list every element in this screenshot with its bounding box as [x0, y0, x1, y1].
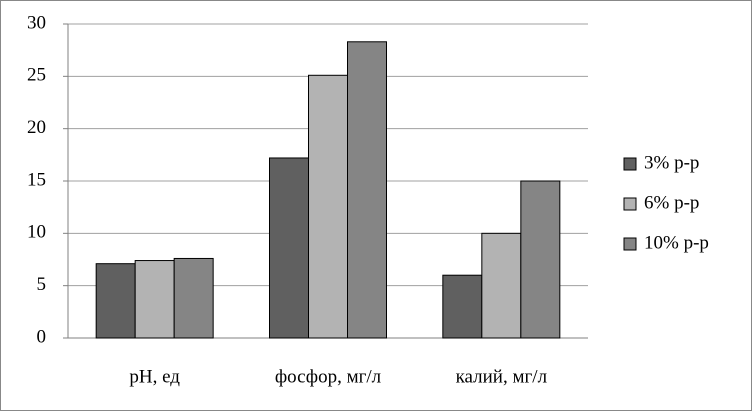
bar — [347, 41, 387, 339]
legend-swatch — [623, 197, 637, 211]
y-tick-label: 5 — [37, 274, 47, 295]
y-tick-label: 10 — [27, 222, 46, 243]
bar — [173, 257, 214, 339]
bar — [95, 263, 136, 339]
bar — [308, 74, 348, 339]
legend-swatch — [623, 157, 637, 171]
y-tick-label: 25 — [27, 65, 46, 86]
bar — [481, 232, 522, 339]
legend-label: 3% р-р — [644, 152, 699, 173]
x-tick-label: калий, мг/л — [456, 366, 548, 387]
bar — [442, 274, 483, 339]
legend-swatch — [623, 237, 637, 251]
x-tick-label: pH, ед — [129, 366, 180, 387]
y-tick-label: 30 — [27, 12, 46, 33]
legend-label: 10% р-р — [644, 232, 709, 253]
bar — [134, 260, 175, 339]
y-tick-label: 0 — [37, 326, 47, 347]
y-tick-label: 20 — [27, 117, 46, 138]
y-tick-label: 15 — [27, 169, 46, 190]
bar — [269, 157, 309, 339]
x-tick-label: фосфор, мг/л — [275, 366, 382, 387]
bar — [520, 180, 561, 339]
legend-label: 6% р-р — [644, 192, 699, 213]
